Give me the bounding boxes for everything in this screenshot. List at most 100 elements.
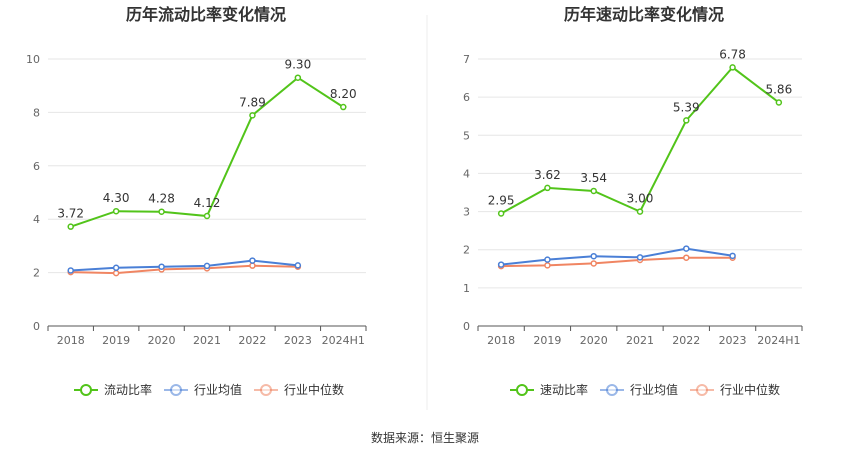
y-tick-label: 6 bbox=[463, 91, 470, 104]
x-tick-label: 2019 bbox=[533, 334, 561, 347]
data-point bbox=[775, 99, 783, 106]
x-tick-label: 2018 bbox=[487, 334, 515, 347]
legend-label: 行业均值 bbox=[630, 382, 678, 397]
x-tick-label: 2018 bbox=[57, 334, 85, 347]
data-point bbox=[590, 260, 597, 267]
data-label: 3.62 bbox=[534, 168, 561, 182]
x-tick-label: 2024H1 bbox=[757, 334, 800, 347]
x-tick-label: 2023 bbox=[719, 334, 747, 347]
legend-item[interactable]: 行业中位数 bbox=[690, 382, 780, 397]
data-point bbox=[158, 263, 165, 270]
series-line bbox=[501, 256, 733, 268]
chart-title: 历年流动比率变化情况 bbox=[126, 5, 286, 24]
y-tick-label: 2 bbox=[463, 244, 470, 257]
data-point bbox=[636, 254, 644, 261]
data-point bbox=[294, 74, 302, 81]
data-point bbox=[683, 254, 690, 261]
legend-label: 行业均值 bbox=[194, 382, 242, 397]
data-point bbox=[729, 64, 736, 71]
quick-ratio-chart: 历年速动比率变化情况 0 1 2 3 4 5 6 7 2018 2019 2020 2021 2022 20… bbox=[463, 5, 803, 397]
data-point bbox=[294, 262, 302, 269]
data-point bbox=[497, 261, 505, 268]
data-point bbox=[112, 264, 120, 272]
data-point bbox=[67, 223, 74, 230]
data-point bbox=[158, 208, 165, 215]
legend-item[interactable]: 行业均值 bbox=[164, 382, 242, 397]
legend-marker-icon bbox=[80, 384, 92, 396]
data-point bbox=[729, 252, 736, 260]
y-tick-label: 7 bbox=[463, 53, 470, 66]
data-label: 4.28 bbox=[148, 192, 175, 206]
x-tick-label: 2022 bbox=[238, 334, 266, 347]
x-tick-label: 2020 bbox=[580, 334, 608, 347]
data-label: 8.20 bbox=[330, 87, 357, 101]
data-point bbox=[249, 262, 256, 269]
y-tick-label: 6 bbox=[33, 160, 40, 173]
legend-marker-icon bbox=[516, 384, 528, 396]
data-point bbox=[203, 212, 211, 220]
legend-label: 行业中位数 bbox=[284, 382, 344, 397]
legend-item[interactable]: 流动比率 bbox=[74, 382, 152, 397]
chart-title: 历年速动比率变化情况 bbox=[564, 5, 724, 24]
y-tick-label: 4 bbox=[463, 167, 470, 180]
series-line bbox=[70, 264, 298, 275]
legend-label: 速动比率 bbox=[540, 382, 588, 397]
data-source-note: 数据来源：恒生聚源 bbox=[370, 431, 479, 445]
y-tick-label: 4 bbox=[33, 213, 40, 226]
y-tick-label: 5 bbox=[463, 129, 470, 142]
y-tick-label: 2 bbox=[33, 267, 40, 280]
y-tick-label: 8 bbox=[33, 106, 40, 119]
y-tick-label: 10 bbox=[26, 53, 40, 66]
legend-label: 流动比率 bbox=[104, 382, 152, 397]
legend-marker-icon bbox=[260, 384, 272, 396]
legend-item[interactable]: 行业均值 bbox=[600, 382, 678, 397]
legend-marker-icon bbox=[696, 384, 708, 396]
data-label: 5.39 bbox=[673, 100, 700, 114]
x-tick-label: 2024H1 bbox=[322, 334, 365, 347]
x-tick-label: 2023 bbox=[284, 334, 312, 347]
current-ratio-chart: 历年流动比率变化情况 0 2 4 6 8 10 2018 2019 2020 2021 2022 202… bbox=[26, 5, 367, 397]
x-tick-label: 2020 bbox=[148, 334, 176, 347]
series-line bbox=[70, 259, 299, 272]
legend-marker-icon bbox=[606, 384, 618, 396]
data-point bbox=[544, 184, 551, 192]
data-label: 3.00 bbox=[627, 192, 654, 206]
data-label: 3.72 bbox=[57, 207, 84, 221]
data-point bbox=[590, 187, 597, 195]
data-point bbox=[590, 252, 597, 260]
data-point bbox=[544, 256, 551, 263]
data-label: 2.95 bbox=[488, 193, 515, 207]
data-label: 3.54 bbox=[580, 171, 607, 185]
series-line bbox=[500, 247, 733, 266]
y-tick-label: 0 bbox=[33, 320, 40, 333]
data-label: 4.12 bbox=[194, 196, 221, 210]
data-point bbox=[340, 103, 347, 111]
legend-item[interactable]: 行业中位数 bbox=[254, 382, 344, 397]
data-point bbox=[249, 257, 256, 264]
data-point bbox=[544, 262, 551, 269]
data-point bbox=[249, 112, 256, 119]
x-tick-label: 2019 bbox=[102, 334, 130, 347]
y-tick-label: 1 bbox=[463, 282, 470, 295]
x-tick-label: 2022 bbox=[672, 334, 700, 347]
data-label: 5.86 bbox=[765, 82, 792, 96]
data-point bbox=[203, 262, 211, 270]
data-label: 4.30 bbox=[103, 191, 130, 205]
y-tick-label: 0 bbox=[463, 320, 470, 333]
data-point bbox=[683, 245, 690, 252]
data-label: 7.89 bbox=[239, 95, 266, 109]
y-tick-label: 3 bbox=[463, 206, 470, 219]
x-tick-label: 2021 bbox=[626, 334, 654, 347]
legend-label: 行业中位数 bbox=[720, 382, 780, 397]
legend-marker-icon bbox=[170, 384, 182, 396]
x-tick-label: 2021 bbox=[193, 334, 221, 347]
data-point bbox=[497, 210, 505, 217]
data-point bbox=[112, 207, 120, 215]
legend-item[interactable]: 速动比率 bbox=[510, 382, 588, 397]
data-point bbox=[683, 117, 690, 124]
data-point bbox=[112, 269, 120, 277]
data-label: 6.78 bbox=[719, 47, 746, 61]
data-label: 9.30 bbox=[284, 58, 311, 72]
data-point bbox=[67, 267, 74, 274]
